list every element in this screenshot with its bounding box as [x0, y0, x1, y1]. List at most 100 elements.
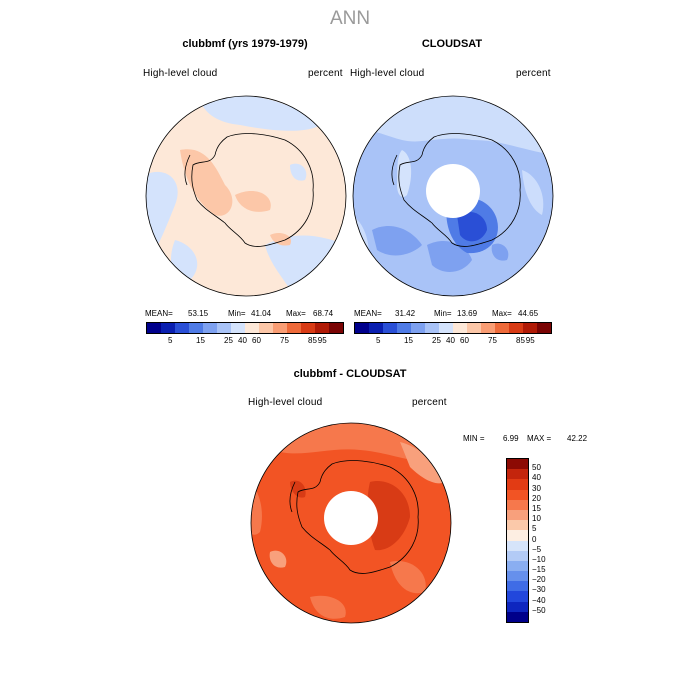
colorbar-swatch — [203, 323, 217, 333]
colorbar-tick-label: 15 — [532, 503, 541, 513]
right-polar-map — [352, 95, 554, 297]
colorbar-swatch — [287, 323, 301, 333]
colorbar-tick-label: 40 — [532, 473, 541, 483]
colorbar-swatch — [425, 323, 439, 333]
diff-map-patch — [390, 561, 426, 594]
colorbar-tick-label: 25 — [432, 336, 441, 345]
colorbar-swatch — [507, 571, 528, 582]
diff-panel-title: clubbmf - CLOUDSAT — [293, 368, 407, 380]
colorbar-swatch — [231, 323, 245, 333]
colorbar-tick-label: −20 — [532, 575, 546, 585]
colorbar-tick-label: 60 — [460, 336, 469, 345]
left-mean-label: MEAN= — [145, 309, 173, 318]
diff-polar-map — [250, 422, 452, 624]
left-panel-title: clubbmf (yrs 1979-1979) — [182, 38, 308, 50]
colorbar-tick-label: 20 — [532, 493, 541, 503]
left-max-label: Max= — [286, 309, 306, 318]
right-map-lowcloud-patch — [522, 170, 544, 215]
right-map-lowcloud-patch — [372, 225, 422, 256]
colorbar-tick-label: −40 — [532, 595, 546, 605]
right-min-value: 13.69 — [457, 309, 478, 318]
colorbar-swatch — [439, 323, 453, 333]
colorbar-tick-label: 60 — [252, 336, 261, 345]
colorbar-swatch — [507, 611, 528, 622]
right-mean-value: 31.42 — [395, 309, 416, 318]
colorbar-swatch — [315, 323, 329, 333]
right-panel-title: CLOUDSAT — [421, 38, 483, 50]
colorbar-tick-label: 40 — [238, 336, 247, 345]
left-min-label: Min= — [228, 309, 246, 318]
diff-max-value: 42.22 — [567, 434, 588, 443]
diff-colorbar — [506, 458, 529, 623]
colorbar-swatch — [507, 479, 528, 490]
colorbar-swatch — [509, 323, 523, 333]
figure-title: ANN — [329, 8, 371, 29]
diff-min-value: 6.99 — [503, 434, 519, 443]
colorbar-tick-label: 15 — [196, 336, 205, 345]
colorbar-tick-label: 40 — [446, 336, 455, 345]
colorbar-swatch — [507, 601, 528, 612]
left-map-highcloud-patch — [270, 233, 291, 246]
colorbar-swatch — [507, 489, 528, 500]
colorbar-swatch — [523, 323, 537, 333]
colorbar-swatch — [507, 469, 528, 480]
colorbar-tick-label: 50 — [532, 463, 541, 473]
right-map-peninsula-coastline — [391, 154, 398, 186]
colorbar-swatch — [481, 323, 495, 333]
right-panel-variable: High-level cloud — [350, 68, 425, 79]
colorbar-swatch — [507, 520, 528, 531]
colorbar-tick-label: 30 — [532, 483, 541, 493]
colorbar-swatch — [259, 323, 273, 333]
colorbar-swatch — [217, 323, 231, 333]
diff-panel-variable: High-level cloud — [248, 397, 323, 408]
diff-map-patch — [269, 550, 287, 568]
colorbar-swatch — [369, 323, 383, 333]
colorbar-swatch — [507, 459, 528, 470]
colorbar-tick-label: 95 — [317, 336, 327, 345]
colorbar-swatch — [329, 323, 343, 333]
right-max-label: Max= — [492, 309, 512, 318]
colorbar-swatch — [411, 323, 425, 333]
colorbar-tick-label: 85 — [308, 336, 317, 345]
left-panel-variable: High-level cloud — [143, 68, 218, 79]
colorbar-swatch — [383, 323, 397, 333]
left-max-value: 68.74 — [313, 309, 334, 318]
right-map-antarctica-coastline — [398, 133, 521, 247]
diff-map-missing-polar-cap — [324, 491, 378, 545]
colorbar-swatch — [397, 323, 411, 333]
diff-map-patch — [400, 442, 445, 484]
left-polar-map — [145, 95, 347, 297]
colorbar-swatch — [161, 323, 175, 333]
right-map-lowcloud-patch — [457, 211, 487, 242]
colorbar-swatch — [507, 530, 528, 541]
colorbar-swatch — [453, 323, 467, 333]
right-max-value: 44.65 — [518, 309, 539, 318]
left-map-antarctica-coastline — [191, 133, 314, 247]
diff-min-label: MIN = — [463, 434, 485, 443]
colorbar-swatch — [467, 323, 481, 333]
diff-panel-units: percent — [412, 397, 447, 408]
left-map-lowcloud-patch — [290, 163, 307, 181]
left-map-peninsula-coastline — [184, 154, 191, 186]
colorbar-tick-label: 0 — [532, 534, 537, 544]
colorbar-swatch — [507, 560, 528, 572]
colorbar-tick-label: 5 — [376, 336, 381, 345]
colorbar-tick-label: −15 — [532, 565, 546, 575]
colorbar-swatch — [355, 323, 369, 333]
right-map-border — [352, 95, 554, 297]
colorbar-tick-label: 25 — [224, 336, 233, 345]
colorbar-swatch — [507, 581, 528, 592]
left-min-value: 41.04 — [251, 309, 272, 318]
colorbar-swatch — [147, 323, 161, 333]
colorbar-swatch — [495, 323, 509, 333]
left-map-lowcloud-patch — [200, 96, 320, 131]
right-colorbar — [354, 322, 552, 334]
left-mean-value: 53.15 — [188, 309, 209, 318]
colorbar-swatch — [507, 509, 528, 521]
diff-max-label: MAX = — [527, 434, 552, 443]
colorbar-tick-label: 10 — [532, 514, 541, 524]
colorbar-tick-label: −30 — [532, 585, 546, 595]
diff-map-border — [250, 422, 452, 624]
colorbar-swatch — [507, 591, 528, 602]
colorbar-tick-label: 95 — [525, 336, 535, 345]
